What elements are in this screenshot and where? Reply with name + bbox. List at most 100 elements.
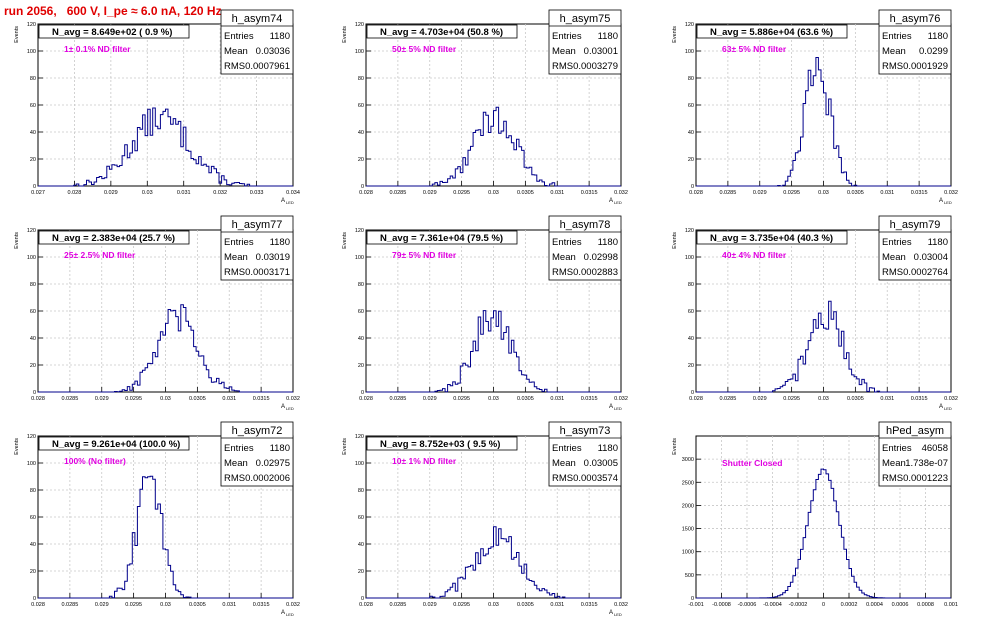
y-tick-label: 1500 (682, 527, 694, 533)
x-tick-label: 0.0295 (453, 190, 470, 196)
x-axis-label-sub: LED (286, 200, 294, 205)
y-tick-label: 20 (358, 363, 364, 369)
x-tick-label: 0.029 (753, 190, 767, 196)
navg-text: N_avg = 2.383e+04 (25.7 %) (52, 233, 175, 244)
y-tick-label: 2500 (682, 480, 694, 486)
y-tick-label: 100 (355, 461, 364, 467)
histogram-line (38, 304, 293, 393)
stats-value: 0.03005 (584, 458, 618, 469)
stats-box (548, 421, 622, 487)
x-tick-label: 0.0305 (847, 190, 864, 196)
y-tick-label: 0 (361, 390, 364, 396)
y-tick-label: 40 (30, 336, 36, 342)
y-tick-label: 20 (688, 363, 694, 369)
stats-value: 0.0002764 (903, 267, 948, 278)
y-tick-label: 100 (355, 49, 364, 55)
histogram-panel-h_asym77: 0.028 0.0285 0.029 0.0295 0.03 0.0305 0.031 0.0… (14, 215, 300, 411)
navg-text: N_avg = 7.361e+04 (79.5 %) (380, 233, 503, 244)
x-tick-label: 0.0285 (61, 602, 78, 608)
y-axis-label: Events (14, 26, 20, 43)
stats-value: 0.0003171 (245, 267, 290, 278)
y-tick-label: 60 (358, 309, 364, 315)
x-axis-label-sub: LED (286, 406, 294, 411)
stats-key: RMS (552, 61, 573, 72)
stats-key: RMS (224, 61, 245, 72)
x-axis-label: A (281, 610, 285, 616)
stats-value: 0.02998 (584, 252, 618, 263)
filter-label: Shutter Closed (722, 458, 782, 468)
filter-label: 25± 2.5% ND filter (64, 250, 136, 260)
stats-key: Entries (882, 443, 912, 454)
y-tick-label: 80 (30, 76, 36, 82)
x-tick-label: 0.0305 (517, 190, 534, 196)
filter-label: 50± 5% ND filter (392, 44, 457, 54)
stats-key: Entries (882, 237, 912, 248)
stats-key: Mean (224, 252, 248, 263)
x-tick-label: 0.0305 (847, 396, 864, 402)
stats-key: Mean (552, 458, 576, 469)
x-tick-label: 0.0285 (389, 396, 406, 402)
stats-value: 0.0003574 (573, 473, 618, 484)
x-tick-label: 0 (822, 602, 825, 608)
x-tick-label: 0.03 (142, 190, 153, 196)
y-tick-label: 60 (30, 515, 36, 521)
x-tick-label: 0.032 (614, 190, 628, 196)
x-tick-label: 0.03 (160, 396, 171, 402)
stats-value: 1180 (598, 31, 618, 42)
x-tick-label: 0.028 (689, 190, 703, 196)
y-axis-label: Events (14, 232, 20, 249)
y-axis-label: Events (14, 438, 20, 455)
y-tick-label: 100 (355, 255, 364, 261)
navg-text: N_avg = 8.752e+03 ( 9.5 %) (380, 439, 500, 450)
x-tick-label: 0.033 (250, 190, 264, 196)
y-tick-label: 120 (27, 434, 36, 440)
stats-key: Entries (224, 31, 254, 42)
y-tick-label: 80 (358, 488, 364, 494)
x-tick-label: 0.0285 (389, 602, 406, 608)
histogram-line (696, 468, 951, 599)
y-tick-label: 40 (358, 130, 364, 136)
y-tick-label: 20 (688, 157, 694, 163)
y-tick-label: 120 (685, 22, 694, 28)
x-tick-label: 0.0295 (783, 190, 800, 196)
stats-title: h_asym74 (232, 13, 283, 25)
x-tick-label: 0.029 (95, 602, 109, 608)
x-axis-label-sub: LED (286, 612, 294, 617)
stats-value: 0.0002006 (245, 473, 290, 484)
y-axis-label: Events (672, 26, 678, 43)
stats-key: Mean (552, 252, 576, 263)
x-tick-label: 0.03 (488, 190, 499, 196)
y-tick-label: 500 (685, 573, 694, 579)
navg-text: N_avg = 9.261e+04 (100.0 %) (52, 439, 180, 450)
x-tick-label: 0.031 (222, 602, 236, 608)
filter-label: 10± 1% ND filter (392, 456, 457, 466)
x-tick-label: 0.0295 (783, 396, 800, 402)
x-axis-label: A (939, 404, 943, 410)
y-tick-label: 40 (688, 130, 694, 136)
stats-box (220, 9, 294, 75)
histogram-line (366, 310, 621, 393)
x-tick-label: 0.029 (753, 396, 767, 402)
x-tick-label: 0.0006 (892, 602, 909, 608)
stats-title: h_asym76 (890, 13, 941, 25)
stats-value: 1.738e-07 (905, 458, 948, 469)
y-tick-label: 60 (30, 309, 36, 315)
x-tick-label: 0.0305 (517, 396, 534, 402)
y-axis-label: Events (672, 438, 678, 455)
y-tick-label: 40 (30, 130, 36, 136)
x-axis-label: A (939, 198, 943, 204)
histogram-panel-h_asym73: 0.028 0.0285 0.029 0.0295 0.03 0.0305 0.031 0.0… (342, 421, 628, 617)
histogram-panel-hPed_asym: -0.001 -0.0008 -0.0006 -0.0004 -0.0002 0 0.000… (672, 421, 958, 608)
x-tick-label: 0.032 (944, 190, 958, 196)
y-tick-label: 80 (688, 282, 694, 288)
y-axis-label: Events (672, 232, 678, 249)
stats-value: 0.0299 (919, 46, 948, 57)
x-tick-label: 0.0315 (581, 396, 598, 402)
x-tick-label: 0.032 (213, 190, 227, 196)
stats-value: 0.03019 (256, 252, 290, 263)
stats-value: 1180 (928, 237, 948, 248)
x-axis-label: A (609, 404, 613, 410)
navg-box (38, 230, 190, 245)
x-tick-label: 0.0295 (453, 602, 470, 608)
x-tick-label: 0.0285 (719, 190, 736, 196)
